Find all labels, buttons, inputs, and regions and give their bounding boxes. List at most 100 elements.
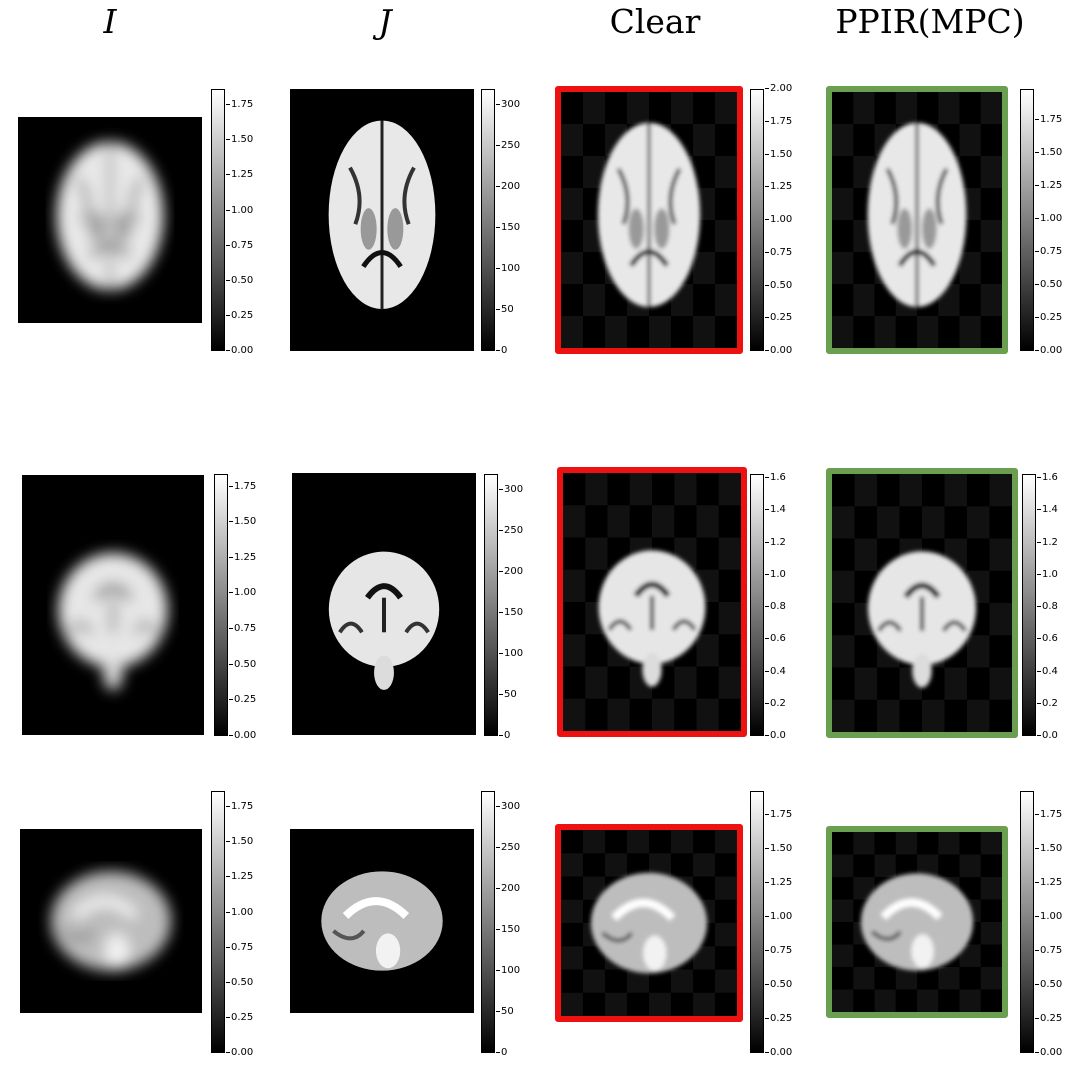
column-title-clear: Clear	[609, 2, 701, 41]
colorbar-tick-label: 1.25	[1034, 876, 1063, 888]
colorbar-tick-label: 250	[495, 842, 521, 854]
colorbar-tick-label: 2.00	[764, 83, 793, 94]
coronal-brain-slice	[563, 473, 741, 731]
colorbar-tick-label: 0.0	[1037, 730, 1058, 741]
colorbar-tick-label: 1.6	[1037, 472, 1058, 484]
colorbar-tick-label: 0.50	[764, 978, 793, 990]
colorbar-tick-label: 0.00	[764, 1047, 793, 1058]
colorbar-tick-label: 1.25	[225, 871, 254, 883]
colorbar-tick-label: 0.00	[225, 345, 254, 356]
colorbar-tick-label: 1.6	[765, 472, 786, 484]
colorbar-tick-label: 0.00	[1034, 345, 1063, 356]
colorbar-tick-label: 1.50	[225, 836, 254, 848]
colorbar-axial-ppir	[1020, 89, 1034, 351]
colorbar-tick-label: 1.50	[764, 148, 793, 160]
colorbar-tick-label: 100	[498, 647, 524, 659]
colorbar-tick-label: 1.75	[1034, 808, 1063, 820]
colorbar-tick-label: 0.25	[1034, 311, 1063, 323]
panel-axial-j	[290, 89, 474, 351]
colorbar-tick-label: 1.75	[764, 808, 793, 820]
coronal-brain-slice	[58, 553, 168, 691]
colorbar-tick-label: 1.00	[764, 910, 793, 922]
colorbar-tick-label: 0.00	[228, 730, 257, 741]
colorbar-tick-label: 0.4	[765, 665, 786, 677]
panel-sagittal-j	[290, 829, 474, 1013]
colorbar-tick-label: 1.75	[225, 99, 254, 111]
colorbar-tick-label: 50	[496, 1006, 514, 1018]
axial-brain-slice	[328, 120, 436, 310]
colorbar-tick-label: 1.50	[225, 134, 254, 146]
colorbar-tick-label: 1.50	[764, 842, 793, 854]
colorbar-tick-label: 1.25	[764, 181, 793, 193]
colorbar-tick-label: 1.25	[228, 551, 257, 563]
colorbar-tick-label: 1.2	[765, 536, 786, 548]
colorbar-tick-label: 0.8	[765, 601, 786, 613]
panel-sagittal-clear	[555, 824, 743, 1022]
colorbar-tick-label: 100	[495, 964, 521, 976]
colorbar-tick-label: 0.75	[1034, 245, 1063, 257]
colorbar-tick-label: 0	[498, 730, 511, 741]
panel-sagittal-ppir	[826, 826, 1008, 1018]
colorbar-tick-label: 0.50	[228, 658, 257, 670]
colorbar-tick-label: 0.00	[225, 1047, 254, 1058]
column-title-j: J	[378, 2, 392, 41]
colorbar-tick-label: 1.50	[228, 516, 257, 528]
coronal-brain-slice	[832, 474, 1012, 732]
column-title-i: I	[103, 2, 117, 41]
colorbar-tick-label: 0.25	[764, 312, 793, 324]
colorbar-coronal-j	[484, 474, 498, 736]
colorbar-axial-i	[211, 89, 225, 351]
colorbar-tick-label: 0.50	[1034, 978, 1063, 990]
colorbar-tick-label: 1.75	[1034, 113, 1063, 125]
colorbar-tick-label: 0.8	[1037, 601, 1058, 613]
axial-brain-slice	[56, 141, 164, 291]
colorbar-tick-label: 0.00	[1034, 1047, 1063, 1058]
colorbar-tick-label: 1.00	[228, 587, 257, 599]
axial-brain-slice	[832, 92, 1002, 348]
colorbar-tick-label: 250	[495, 140, 521, 152]
sagittal-brain-slice	[832, 832, 1002, 1012]
colorbar-tick-label: 1.4	[765, 504, 786, 516]
colorbar-tick-label: 1.25	[764, 876, 793, 888]
panel-coronal-i	[22, 475, 204, 735]
colorbar-tick-label: 50	[496, 304, 514, 316]
colorbar-tick-label: 200	[495, 181, 521, 193]
colorbar-tick-label: 0	[495, 1047, 508, 1058]
colorbar-tick-label: 0.75	[225, 239, 254, 251]
colorbar-tick-label: 1.75	[228, 480, 257, 492]
colorbar-tick-label: 0.00	[764, 345, 793, 356]
colorbar-coronal-ppir	[1022, 474, 1036, 736]
colorbar-sagittal-ppir	[1020, 791, 1034, 1053]
colorbar-tick-label: 0.25	[1034, 1012, 1063, 1024]
colorbar-tick-label: 300	[495, 99, 521, 111]
colorbar-tick-label: 0.75	[225, 941, 254, 953]
colorbar-tick-label: 100	[495, 263, 521, 275]
colorbar-tick-label: 1.75	[764, 115, 793, 127]
colorbar-tick-label: 1.0	[765, 568, 786, 580]
colorbar-tick-label: 0.50	[225, 274, 254, 286]
colorbar-tick-label: 200	[498, 565, 524, 577]
colorbar-tick-label: 1.00	[225, 204, 254, 216]
colorbar-tick-label: 0.50	[225, 976, 254, 988]
colorbar-tick-label: 0.25	[225, 309, 254, 321]
colorbar-tick-label: 1.25	[1034, 179, 1063, 191]
colorbar-sagittal-i	[211, 791, 225, 1053]
colorbar-tick-label: 150	[495, 222, 521, 234]
panel-coronal-clear	[557, 467, 747, 737]
colorbar-sagittal-j	[481, 791, 495, 1053]
panel-coronal-j	[292, 473, 476, 735]
colorbar-sagittal-clear	[750, 791, 764, 1053]
colorbar-tick-label: 0.6	[1037, 633, 1058, 645]
panel-axial-ppir	[826, 86, 1008, 354]
colorbar-tick-label: 0.75	[1034, 944, 1063, 956]
colorbar-tick-label: 0.25	[228, 694, 257, 706]
panel-sagittal-i	[20, 829, 202, 1013]
colorbar-tick-label: 0.0	[765, 730, 786, 741]
colorbar-tick-label: 1.50	[1034, 146, 1063, 158]
colorbar-axial-j	[481, 89, 495, 351]
column-title-ppir-mpc: PPIR(MPC)	[835, 2, 1025, 41]
colorbar-tick-label: 0.75	[764, 246, 793, 258]
colorbar-tick-label: 1.2	[1037, 536, 1058, 548]
sagittal-brain-slice	[321, 871, 443, 971]
colorbar-coronal-clear	[750, 474, 764, 736]
